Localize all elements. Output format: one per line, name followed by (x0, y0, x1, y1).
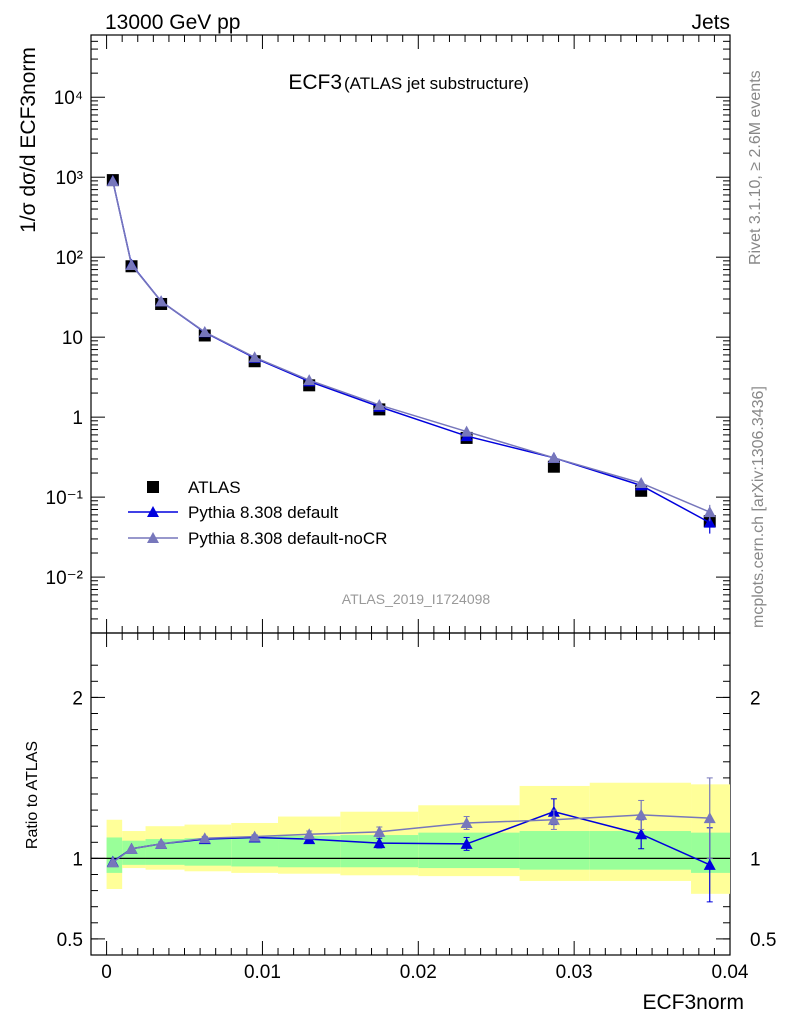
legend-marker-atlas (147, 481, 159, 493)
mcplots-label: mcplots.cern.ch [arXiv:1306.3436] (750, 386, 767, 628)
data-point-main (125, 258, 138, 270)
data-point-main (303, 374, 316, 386)
data-point-main (198, 326, 211, 338)
legend-marker-default (147, 506, 159, 517)
data-point-main (248, 351, 261, 363)
data-point-ratio (125, 842, 138, 854)
main-y-tick-label: 10⁴ (54, 88, 83, 109)
x-tick-label: 0.01 (244, 962, 281, 983)
data-point-ratio (155, 837, 168, 849)
main-y-tick-label: 10 (62, 328, 83, 349)
ratio-y-tick-label: 0.5 (57, 930, 83, 951)
series-line-main (112, 180, 711, 524)
ratio-stat-band (106, 837, 123, 873)
chart-title: ECF3 (288, 71, 342, 94)
legend-label-default: Pythia 8.308 default (188, 503, 339, 522)
header-left-label: 13000 GeV pp (105, 11, 240, 34)
rivet-version-label: Rivet 3.1.10, ≥ 2.6M events (747, 70, 764, 265)
header-right-label: Jets (691, 11, 730, 34)
data-point-main (373, 398, 386, 410)
main-frame (90, 34, 731, 634)
main-y-tick-label: 10³ (56, 168, 83, 189)
data-point-main (106, 175, 119, 187)
data-point-main (155, 295, 168, 307)
main-y-tick-label: 10⁻² (46, 568, 84, 589)
data-point-main (703, 506, 716, 518)
ratio-y-tick-label-right: 1 (750, 849, 761, 870)
data-point-main (547, 451, 560, 463)
ratio-y-tick-label: 1 (72, 849, 83, 870)
data-point-ratio (460, 837, 473, 849)
x-tick-label: 0.04 (712, 962, 749, 983)
x-tick-label: 0.02 (400, 962, 437, 983)
analysis-label: ATLAS_2019_I1724098 (342, 591, 491, 607)
y-axis-label-ratio: Ratio to ATLAS (24, 741, 41, 849)
data-point-ratio (635, 808, 648, 820)
x-axis-label: ECF3norm (642, 991, 744, 1014)
x-tick-label: 0 (101, 962, 112, 983)
legend-label-nocr: Pythia 8.308 default-noCR (188, 529, 387, 548)
y-axis-label-main: 1/σ dσ/d ECF3norm (17, 47, 40, 233)
main-y-tick-label: 10² (56, 248, 83, 269)
data-point-ratio (106, 856, 119, 868)
data-point-ratio (547, 813, 560, 825)
data-point-ratio (703, 812, 716, 824)
ratio-y-tick-label-right: 2 (750, 688, 761, 709)
legend: ATLAS Pythia 8.308 default Pythia 8.308 … (128, 478, 387, 548)
data-point-ratio (198, 832, 211, 844)
data-point-ratio (703, 858, 716, 870)
data-point-ratio (460, 816, 473, 828)
data-point-atlas (547, 460, 560, 473)
main-y-tick-label: 10⁻¹ (46, 488, 84, 509)
legend-label-atlas: ATLAS (188, 478, 241, 497)
data-point-ratio (373, 825, 386, 837)
series-line-main (112, 180, 711, 513)
data-point-ratio (303, 828, 316, 840)
data-point-main (703, 516, 716, 528)
main-panel-frame: 10⁻² 10⁻¹ 1 10 10² 10³ 10⁴ (46, 34, 731, 955)
data-point-ratio (373, 837, 386, 849)
data-point-main (635, 477, 648, 489)
ratio-y-tick-label: 2 (72, 688, 83, 709)
chart-subtitle: (ATLAS jet substructure) (344, 74, 529, 93)
data-point-ratio (248, 830, 261, 842)
legend-marker-nocr (147, 532, 159, 543)
ratio-y-tick-label-right: 0.5 (750, 930, 776, 951)
data-point-ratio (635, 828, 648, 840)
x-tick-label: 0.03 (556, 962, 593, 983)
ratio-stat-band (519, 831, 590, 870)
data-point-main (460, 425, 473, 437)
main-y-tick-label: 1 (72, 408, 83, 429)
